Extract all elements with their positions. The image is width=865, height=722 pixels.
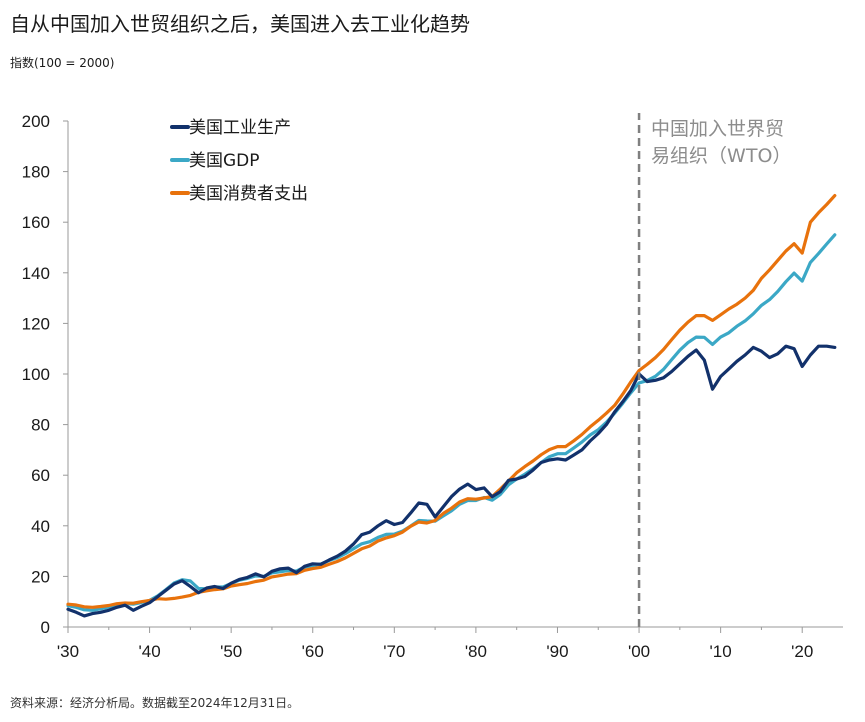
y-tick-label: 180 bbox=[22, 163, 50, 182]
y-tick-label: 100 bbox=[22, 365, 50, 384]
y-tick-label: 60 bbox=[31, 466, 50, 485]
x-tick-label: '50 bbox=[220, 642, 242, 661]
series-line-consumer bbox=[66, 194, 837, 609]
x-tick-label: '60 bbox=[302, 642, 324, 661]
x-tick-label: '10 bbox=[710, 642, 732, 661]
line-chart: 0 20 40 60 80 100 120 140 160 180 200 '30 '40 '50 '60 '… bbox=[22, 112, 843, 661]
y-tick-label: 140 bbox=[22, 264, 50, 283]
x-tick-label: '00 bbox=[628, 642, 650, 661]
y-tick-label: 160 bbox=[22, 213, 50, 232]
source-note: 资料来源：经济分析局。数据截至2024年12月31日。 bbox=[10, 696, 300, 710]
x-tick-label: '30 bbox=[57, 642, 79, 661]
legend-label-industrial: 美国工业生产 bbox=[189, 118, 291, 138]
y-tick-label: 0 bbox=[41, 618, 50, 637]
y-tick-label: 200 bbox=[22, 112, 50, 131]
y-tick-label: 20 bbox=[31, 567, 50, 586]
series-lines bbox=[66, 194, 837, 618]
y-tick-label: 40 bbox=[31, 517, 50, 536]
legend-label-gdp: 美国GDP bbox=[189, 151, 260, 171]
axes: 0 20 40 60 80 100 120 140 160 180 200 '30 '40 '50 '60 '… bbox=[22, 112, 843, 661]
chart-title: 自从中国加入世贸组织之后，美国进入去工业化趋势 bbox=[10, 12, 470, 36]
x-tick-label: '40 bbox=[139, 642, 161, 661]
wto-annotation-text: 中国加入世界贸 bbox=[651, 118, 784, 140]
y-axis-unit-label: 指数(100 = 2000) bbox=[10, 56, 115, 70]
legend-label-consumer: 美国消费者支出 bbox=[189, 184, 308, 204]
wto-annotation-text: 易组织（WTO） bbox=[651, 145, 791, 167]
series-line-industrial bbox=[66, 344, 837, 618]
x-tick-label: '70 bbox=[383, 642, 405, 661]
x-tick-label: '20 bbox=[791, 642, 813, 661]
y-tick-label: 80 bbox=[31, 416, 50, 435]
x-tick-label: '80 bbox=[465, 642, 487, 661]
x-tick-label: '90 bbox=[546, 642, 568, 661]
y-tick-label: 120 bbox=[22, 314, 50, 333]
series-line-gdp bbox=[66, 233, 837, 612]
